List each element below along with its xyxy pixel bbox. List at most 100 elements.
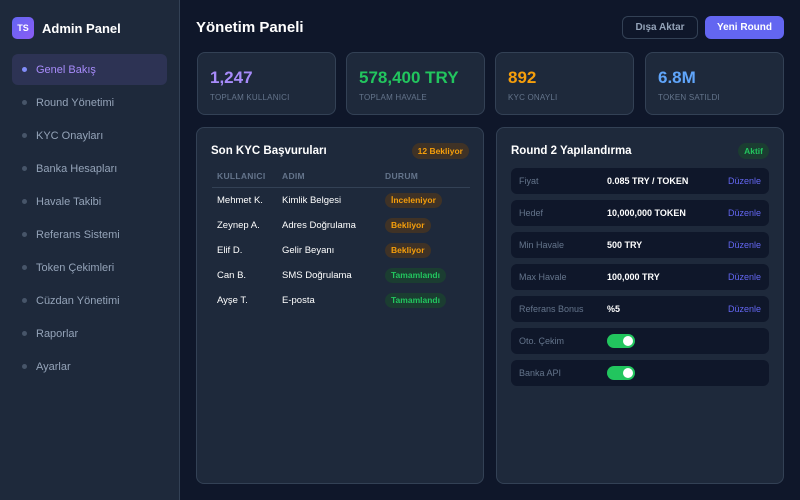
sidebar-item-havale-takibi[interactable]: Havale Takibi	[12, 186, 167, 217]
stat-card-total-users: 1,247 TOPLAM KULLANICI	[197, 52, 336, 115]
table-row[interactable]: Zeynep A. Adres Doğrulama Bekliyor	[212, 213, 470, 238]
table-row[interactable]: Mehmet K. Kimlik Belgesi İnceleniyor	[212, 188, 470, 213]
kyc-panel: Son KYC Başvuruları 12 Bekliyor KULLANIC…	[196, 127, 484, 484]
cell-step: Adres Doğrulama	[282, 220, 356, 231]
config-label: Banka API	[519, 368, 562, 378]
export-button[interactable]: Dışa Aktar	[622, 16, 698, 39]
main-content: Yönetim Paneli Dışa Aktar Yeni Round 1,2…	[180, 0, 800, 500]
config-label: Max Havale	[519, 272, 567, 282]
sidebar-item-ayarlar[interactable]: Ayarlar	[12, 351, 167, 382]
stat-card-kyc-approved: 892 KYC ONAYLI	[495, 52, 634, 115]
config-value: %5	[607, 304, 621, 314]
bullet-icon	[22, 100, 27, 105]
stat-label: TOPLAM HAVALE	[359, 93, 427, 102]
sidebar-nav: Genel Bakış Round Yönetimi KYC Onayları …	[12, 54, 167, 384]
table-row[interactable]: Can B. SMS Doğrulama Tamamlandı	[212, 263, 470, 288]
config-value: 500 TRY	[607, 240, 643, 250]
config-label: Min Havale	[519, 240, 565, 250]
column-header-user: KULLANICI	[217, 171, 266, 181]
brand-logo: TS	[12, 17, 34, 39]
stat-value: 6.8M	[658, 68, 696, 87]
status-badge: İnceleniyor	[385, 193, 442, 208]
new-round-button[interactable]: Yeni Round	[705, 16, 784, 39]
sidebar-item-label: Cüzdan Yönetimi	[36, 294, 120, 307]
stat-value: 1,247	[210, 68, 253, 87]
edit-link[interactable]: Düzenle	[727, 272, 761, 282]
status-badge: Tamamlandı	[385, 268, 446, 283]
table-header: KULLANICI ADIM DURUM	[212, 171, 470, 188]
config-list: Fiyat 0.085 TRY / TOKEN Düzenle Hedef 10…	[511, 168, 769, 392]
round-panel-title: Round 2 Yapılandırma	[511, 145, 632, 157]
cell-step: E-posta	[282, 295, 315, 306]
sidebar-item-cuzdan-yonetimi[interactable]: Cüzdan Yönetimi	[12, 285, 167, 316]
bullet-icon	[22, 166, 27, 171]
cell-step: Gelir Beyanı	[282, 245, 335, 256]
sidebar-item-label: Round Yönetimi	[36, 96, 115, 109]
config-label: Oto. Çekim	[519, 336, 565, 346]
bullet-icon	[22, 133, 27, 138]
config-value: 100,000 TRY	[607, 272, 660, 282]
bullet-icon	[22, 232, 27, 237]
page-title: Yönetim Paneli	[196, 19, 304, 36]
bullet-icon	[22, 265, 27, 270]
sidebar-item-genel-bakis[interactable]: Genel Bakış	[12, 54, 167, 85]
stat-label: TOKEN SATILDI	[658, 93, 720, 102]
table-row[interactable]: Ayşe T. E-posta Tamamlandı	[212, 288, 470, 313]
sidebar-item-label: Havale Takibi	[36, 195, 102, 208]
cell-user: Elif D.	[217, 245, 243, 256]
sidebar-item-round-yonetimi[interactable]: Round Yönetimi	[12, 87, 167, 118]
stat-label: TOPLAM KULLANICI	[210, 93, 290, 102]
column-header-step: ADIM	[282, 171, 305, 181]
cell-user: Ayşe T.	[217, 295, 248, 306]
bullet-icon	[22, 331, 27, 336]
config-row-price: Fiyat 0.085 TRY / TOKEN Düzenle	[511, 168, 769, 194]
cell-step: Kimlik Belgesi	[282, 195, 342, 206]
pending-badge: 12 Bekliyor	[411, 143, 469, 159]
table-row[interactable]: Elif D. Gelir Beyanı Bekliyor	[212, 238, 470, 263]
brand-title: Admin Panel	[42, 20, 121, 36]
cell-user: Can B.	[217, 270, 247, 281]
config-label: Fiyat	[519, 176, 539, 186]
active-badge: Aktif	[738, 143, 769, 159]
sidebar-item-label: Raporlar	[36, 327, 79, 340]
config-label: Referans Bonus	[519, 304, 584, 314]
sidebar-item-label: Genel Bakış	[36, 63, 96, 76]
stat-value: 892	[508, 68, 537, 87]
sidebar-item-banka-hesaplari[interactable]: Banka Hesapları	[12, 153, 167, 184]
config-row-max-transfer: Max Havale 100,000 TRY Düzenle	[511, 264, 769, 290]
edit-link[interactable]: Düzenle	[727, 208, 761, 218]
edit-link[interactable]: Düzenle	[727, 304, 761, 314]
sidebar-item-referans-sistemi[interactable]: Referans Sistemi	[12, 219, 167, 250]
sidebar: TS Admin Panel Genel Bakış Round Yönetim…	[0, 0, 180, 500]
bullet-icon	[22, 67, 27, 72]
stat-value: 578,400 TRY	[359, 68, 459, 87]
kyc-table: KULLANICI ADIM DURUM Mehmet K. Kimlik Be…	[212, 171, 470, 313]
config-row-min-transfer: Min Havale 500 TRY Düzenle	[511, 232, 769, 258]
config-value: 10,000,000 TOKEN	[607, 208, 686, 218]
sidebar-item-label: KYC Onayları	[36, 129, 104, 142]
stat-card-tokens-sold: 6.8M TOKEN SATILDI	[645, 52, 784, 115]
column-header-status: DURUM	[385, 171, 419, 181]
kyc-panel-title: Son KYC Başvuruları	[211, 145, 327, 157]
sidebar-item-label: Token Çekimleri	[36, 261, 115, 274]
edit-link[interactable]: Düzenle	[727, 176, 761, 186]
sidebar-item-label: Ayarlar	[36, 360, 71, 373]
bullet-icon	[22, 298, 27, 303]
status-badge: Tamamlandı	[385, 293, 446, 308]
cell-user: Zeynep A.	[217, 220, 260, 231]
sidebar-item-raporlar[interactable]: Raporlar	[12, 318, 167, 349]
bank-api-toggle[interactable]	[607, 366, 635, 380]
sidebar-item-label: Referans Sistemi	[36, 228, 120, 241]
sidebar-item-kyc-onaylari[interactable]: KYC Onayları	[12, 120, 167, 151]
stat-label: KYC ONAYLI	[508, 93, 558, 102]
edit-link[interactable]: Düzenle	[727, 240, 761, 250]
config-row-target: Hedef 10,000,000 TOKEN Düzenle	[511, 200, 769, 226]
auto-withdraw-toggle[interactable]	[607, 334, 635, 348]
status-badge: Bekliyor	[385, 243, 431, 258]
round-config-panel: Round 2 Yapılandırma Aktif Fiyat 0.085 T…	[496, 127, 784, 484]
brand: TS Admin Panel	[12, 17, 121, 39]
sidebar-item-token-cekimleri[interactable]: Token Çekimleri	[12, 252, 167, 283]
config-label: Hedef	[519, 208, 544, 218]
bullet-icon	[22, 364, 27, 369]
